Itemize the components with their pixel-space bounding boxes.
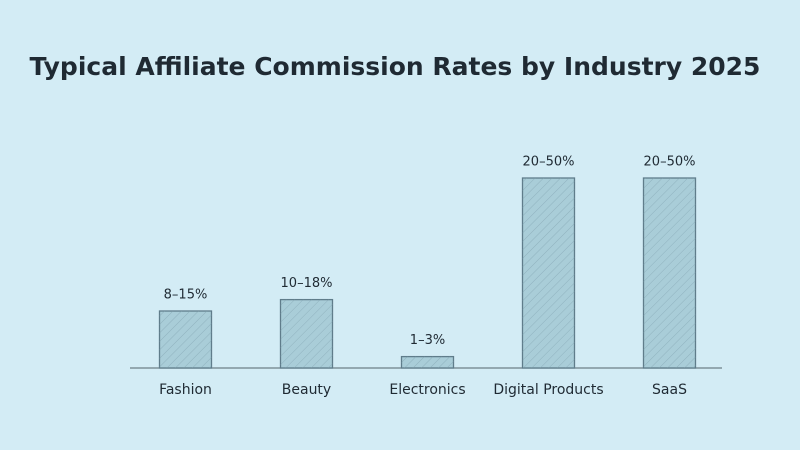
value-label: 10–18% [281,276,333,291]
value-label: 20–50% [523,155,575,170]
bar-hatch [280,299,333,368]
bar-hatch [643,178,696,368]
x-tick-label: SaaS [652,382,687,398]
x-tick-label: Fashion [159,382,212,398]
value-label: 1–3% [410,333,445,348]
bar-hatch [159,311,212,368]
chart-title: Typical Affiliate Commission Rates by In… [30,52,761,81]
bar-hatch [401,356,454,368]
bar-hatch [522,178,575,368]
value-label: 8–15% [164,288,208,303]
x-tick-label: Beauty [282,382,331,398]
x-tick-label: Digital Products [493,382,603,398]
value-label: 20–50% [644,155,696,170]
x-tick-label: Electronics [389,382,465,398]
